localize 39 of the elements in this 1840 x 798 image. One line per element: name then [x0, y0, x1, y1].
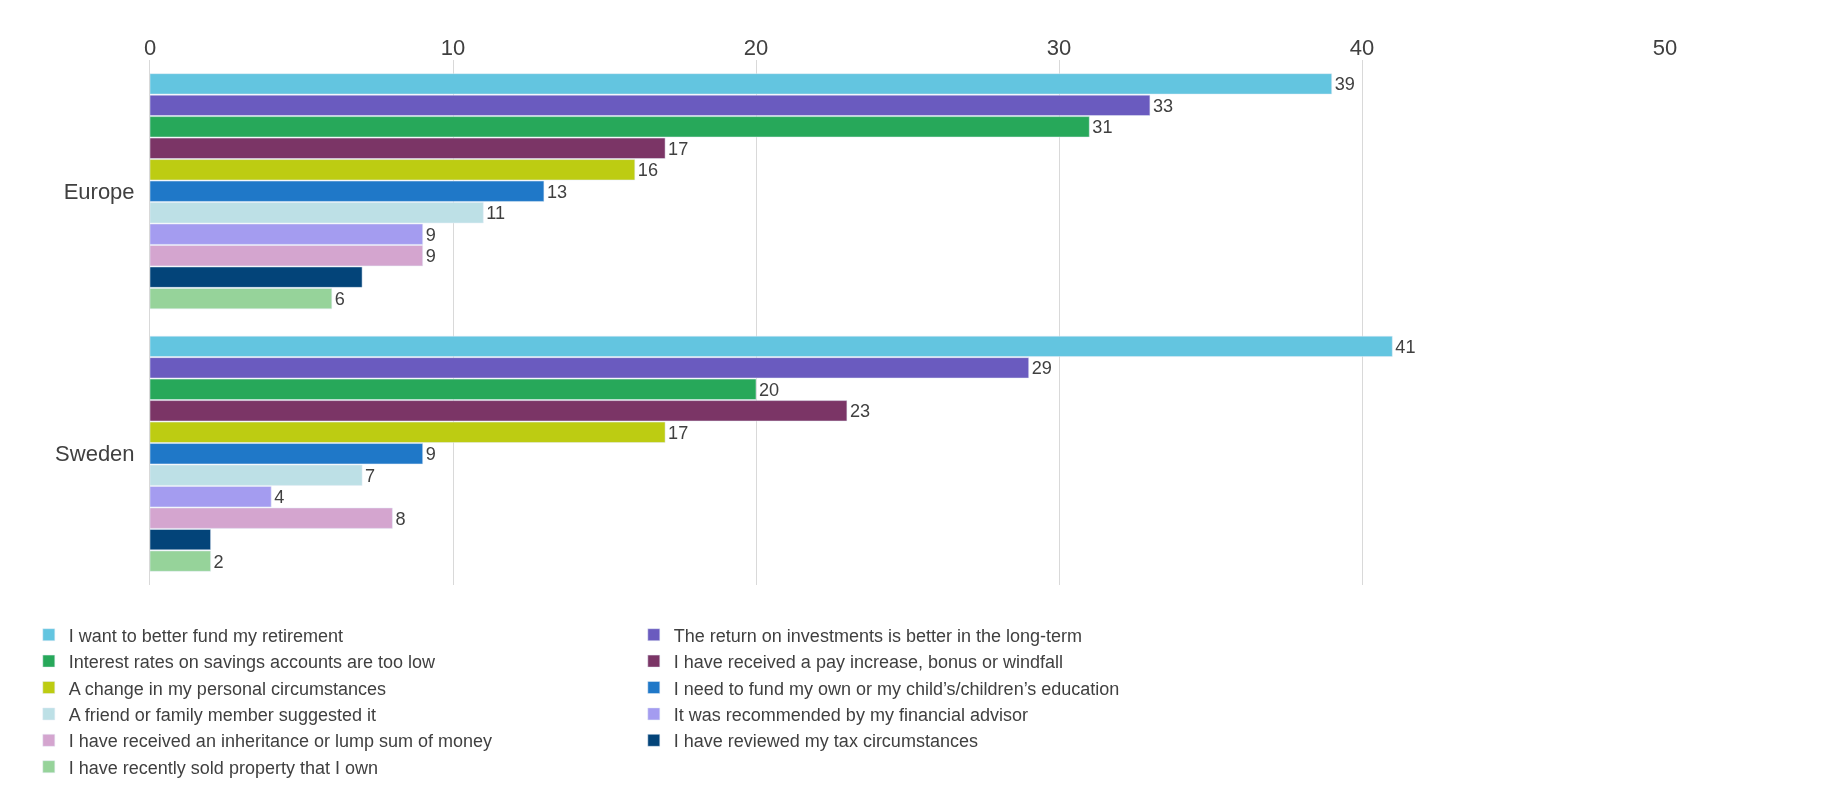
y-tick-label: Europe: [63, 178, 135, 204]
data-label: 41: [1395, 336, 1416, 357]
legend-label: The return on investments is better in the long-term: [673, 625, 1082, 646]
data-label: 23: [849, 401, 871, 422]
data-label: 11: [486, 203, 506, 224]
legend-label: I have recently sold property that I own: [68, 757, 378, 778]
y-tick-label: Sweden: [55, 441, 135, 467]
data-label: 20: [759, 379, 780, 400]
x-tick-label: 20: [743, 34, 769, 60]
x-tick-label: 50: [1652, 34, 1678, 60]
legend-label: I have received an inheritance or lump sum of money: [68, 731, 493, 752]
legend-label: Interest rates on savings accounts are too low: [68, 652, 436, 673]
legend-label: I want to better fund my retirement: [68, 625, 343, 646]
legend-label: I have received a pay increase, bonus or windfall: [673, 652, 1064, 673]
legend-label: A change in my personal circumstances: [68, 678, 386, 699]
data-label: 39: [1334, 74, 1355, 95]
data-label: 29: [1031, 358, 1052, 379]
data-label: 9: [425, 444, 436, 465]
data-label: 9: [425, 246, 436, 267]
legend-label: I need to fund my own or my child’s/children’s education: [673, 678, 1120, 699]
legend-label: A friend or family member suggested it: [68, 704, 376, 725]
data-label: 6: [334, 289, 345, 310]
data-label: 4: [274, 487, 285, 508]
data-label: 8: [395, 508, 406, 529]
data-label: 31: [1092, 117, 1113, 138]
data-label: 17: [668, 422, 689, 443]
legend-label: I have reviewed my tax circumstances: [673, 731, 978, 752]
data-label: 7: [365, 465, 376, 486]
data-label: 17: [668, 138, 689, 159]
x-tick-label: 40: [1349, 34, 1375, 60]
x-tick-label: 30: [1046, 34, 1072, 60]
x-tick-label: 10: [440, 34, 466, 60]
legend-label: It was recommended by my financial advisor: [673, 704, 1028, 725]
x-tick-label: 0: [143, 34, 157, 60]
data-label: 13: [546, 181, 568, 202]
data-label: 2: [213, 551, 224, 572]
data-label: 16: [637, 160, 658, 181]
data-label: 9: [425, 224, 436, 245]
data-label: 33: [1152, 95, 1174, 116]
